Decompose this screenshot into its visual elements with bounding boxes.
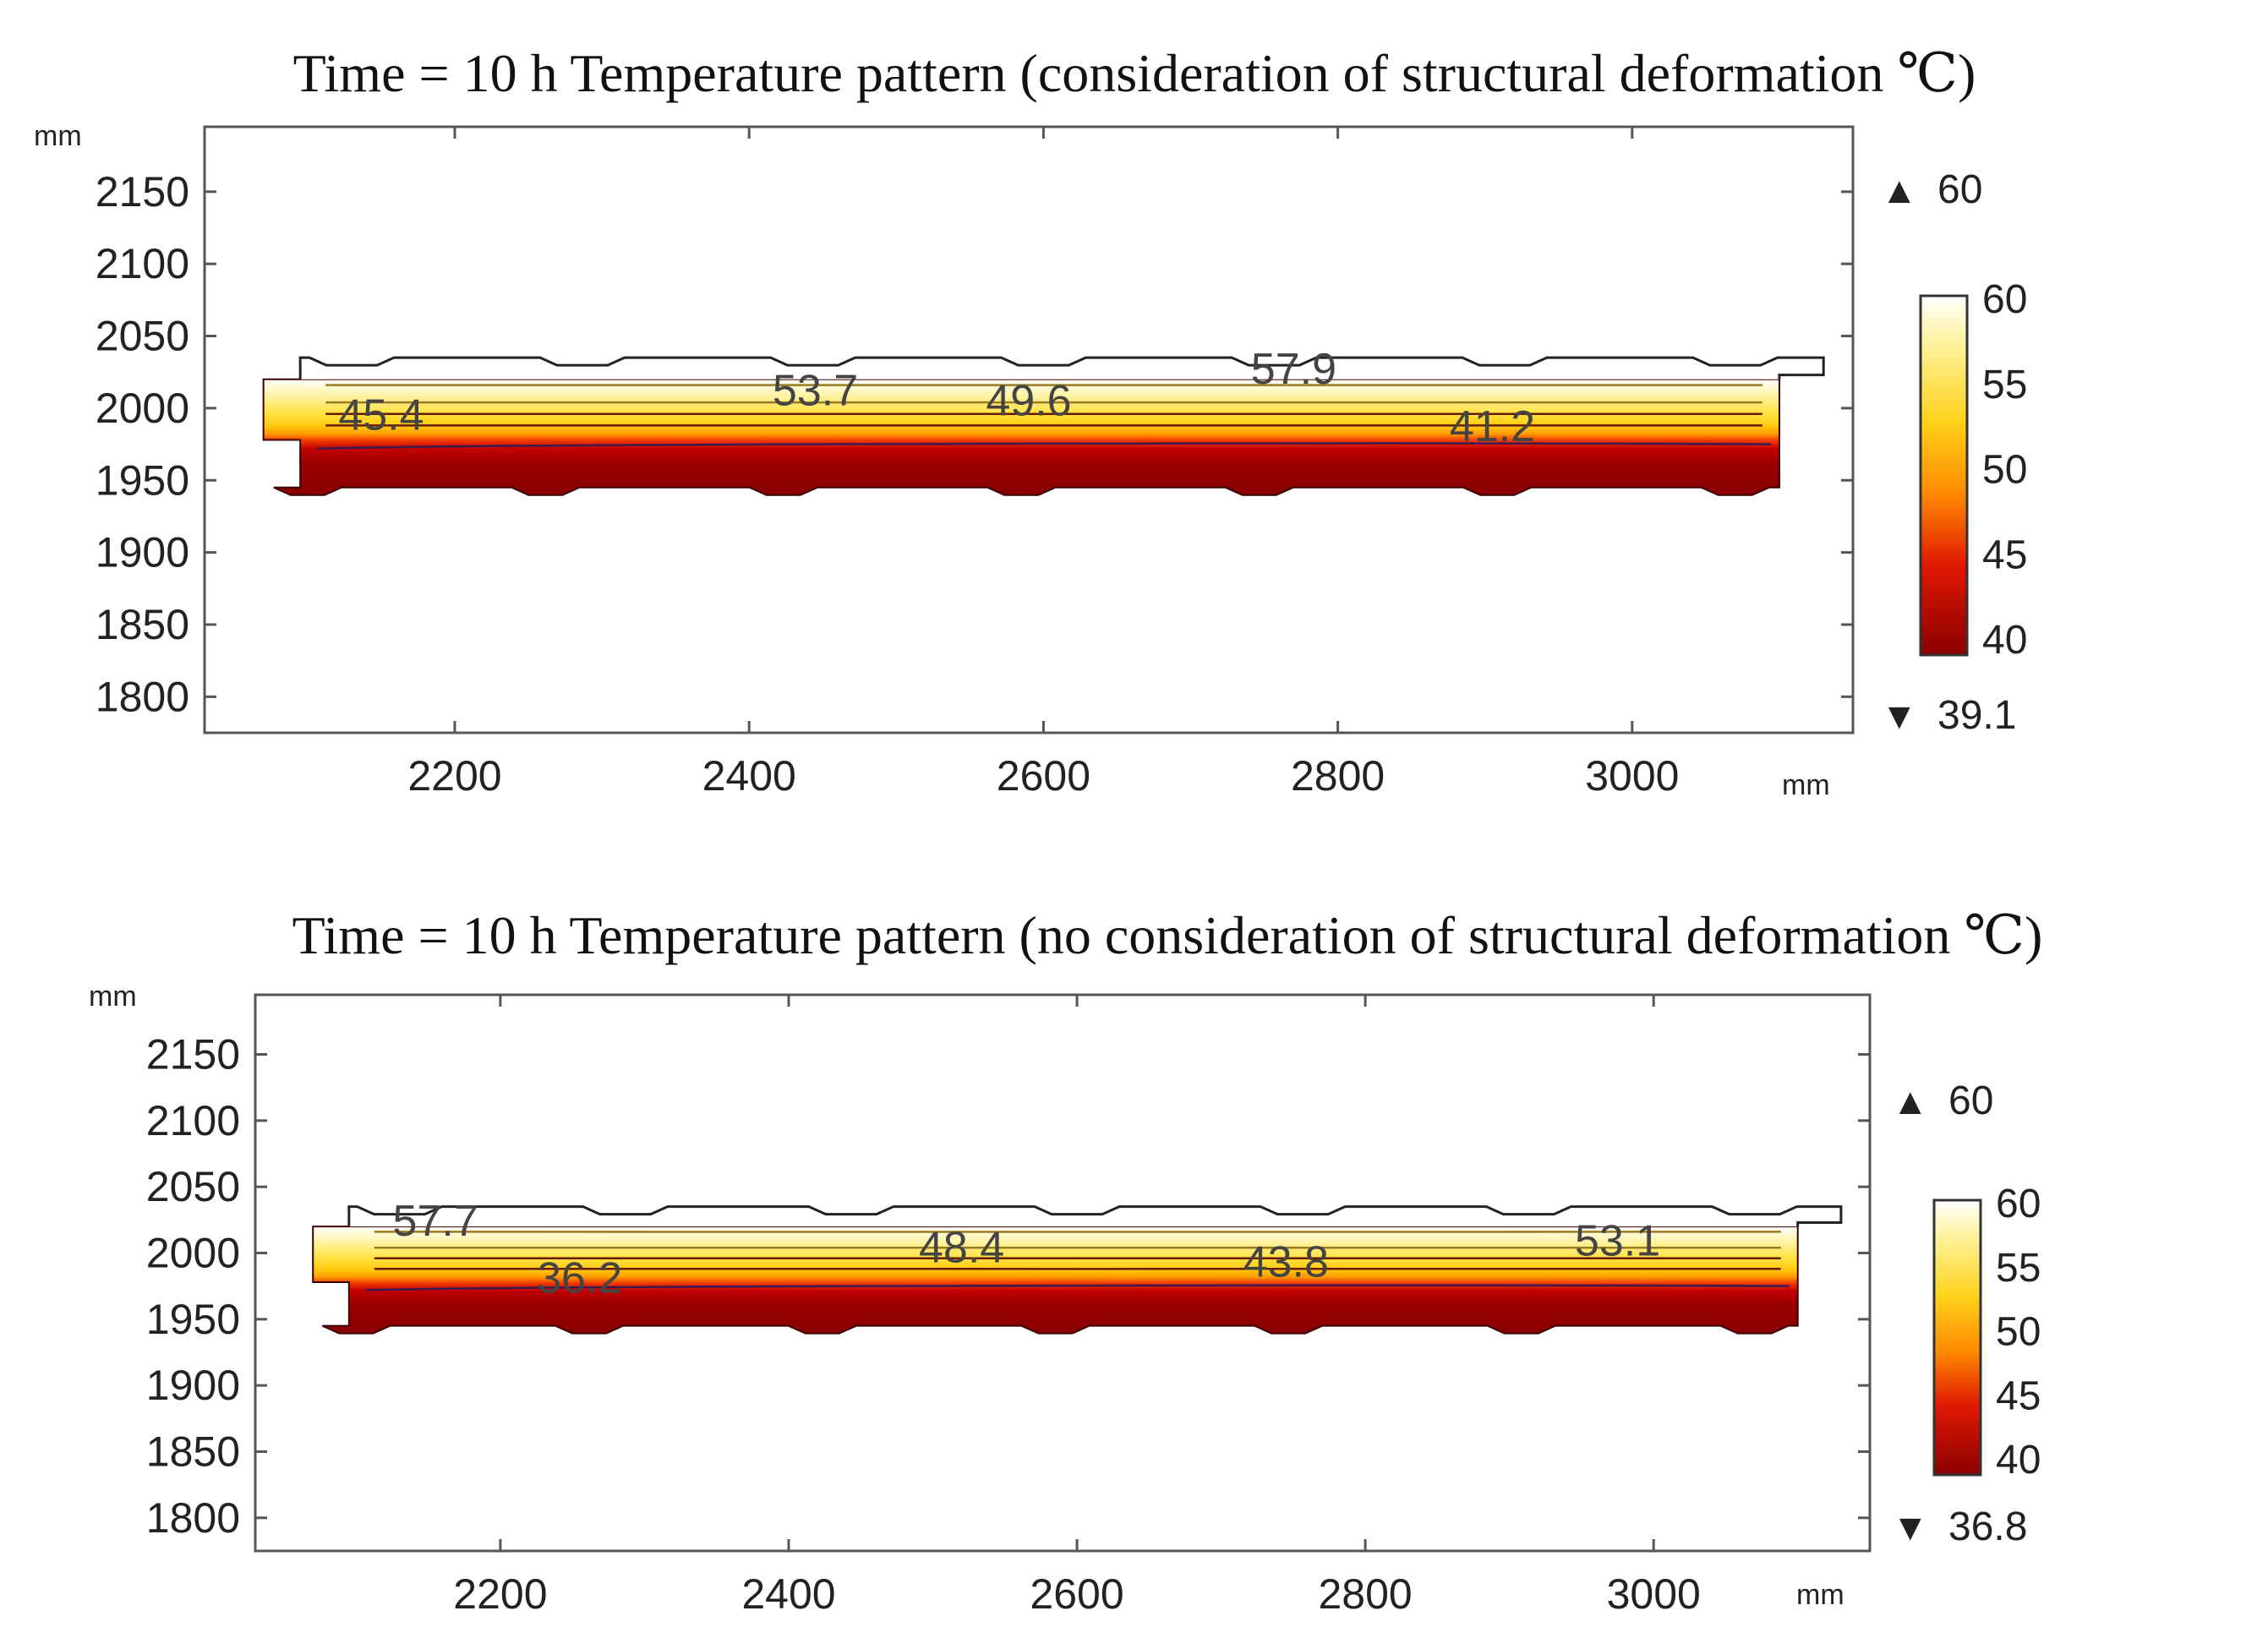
colorbar-tick-label: 45: [1982, 532, 2027, 577]
isotherm-line-cold: [317, 442, 1771, 450]
y-unit-label: mm: [34, 120, 82, 152]
colorbar-gradient: [1932, 1198, 1982, 1477]
x-tick-label: 3000: [1607, 1570, 1701, 1618]
colorbar-tick-label: 55: [1996, 1246, 2041, 1291]
y-tick-label: 2050: [146, 1163, 240, 1210]
temperature-field: [312, 1205, 1843, 1335]
x-tick-label: 2400: [741, 1570, 835, 1618]
colorbar: 60 55 50 45 40 ▲ 60 ▼ 39.1: [1881, 167, 2027, 738]
x-tick-label: 2800: [1291, 752, 1385, 800]
y-tick-label: 1850: [96, 601, 189, 648]
colorbar-gradient: [1919, 294, 1969, 657]
min-value-label: 39.1: [1937, 693, 2016, 738]
contour-label: 45.4: [338, 391, 424, 440]
y-tick-label: 2150: [146, 1031, 240, 1078]
x-tick-label: 2600: [997, 752, 1090, 800]
x-unit-label: mm: [1796, 1579, 1844, 1611]
min-marker-icon: ▼: [1881, 696, 1918, 737]
x-tick-label: 2800: [1319, 1570, 1413, 1618]
y-tick-label: 1950: [146, 1296, 240, 1343]
y-tick-label: 1950: [96, 456, 189, 504]
x-tick-label: 3000: [1585, 752, 1679, 800]
contour-label: 53.1: [1575, 1217, 1660, 1266]
isotherm-line-cold: [365, 1284, 1790, 1291]
chart-panel-no-structural-deformation: Time = 10 h Temperature pattern (no cons…: [89, 905, 2042, 1618]
chart-title: Time = 10 h Temperature pattern (no cons…: [292, 905, 2043, 965]
contour-label: 57.9: [1251, 345, 1336, 394]
y-tick-label: 1900: [146, 1362, 240, 1409]
plot-frame: [203, 125, 1855, 734]
max-value-label: 60: [1937, 167, 1982, 212]
y-tick-label: 1800: [96, 673, 189, 720]
y-tick-label: 1800: [146, 1494, 240, 1542]
colorbar-tick-label: 60: [1982, 277, 2027, 322]
colorbar-tick-label: 40: [1982, 618, 2027, 663]
min-marker-icon: ▼: [1892, 1507, 1929, 1548]
chart-title: Time = 10 h Temperature pattern (conside…: [293, 43, 1976, 103]
min-value-label: 36.8: [1948, 1504, 2027, 1549]
x-tick-label: 2600: [1030, 1570, 1123, 1618]
x-axis: 2200 2400 2600 2800 3000: [407, 127, 1679, 800]
slab-temperature-region: [312, 1226, 1799, 1335]
colorbar-tick-label: 45: [1996, 1373, 2041, 1418]
y-tick-label: 2150: [96, 168, 189, 216]
colorbar-tick-label: 50: [1996, 1310, 2041, 1355]
plot-frame: [254, 993, 1872, 1553]
chart-panel-structural-deformation: Time = 10 h Temperature pattern (conside…: [34, 43, 2027, 801]
max-marker-icon: ▲: [1892, 1081, 1929, 1122]
y-unit-label: mm: [89, 980, 137, 1013]
y-tick-label: 1850: [146, 1428, 240, 1476]
y-tick-label: 2050: [96, 313, 189, 360]
y-tick-label: 2000: [146, 1230, 240, 1277]
x-tick-label: 2200: [407, 752, 501, 800]
y-axis: 1800 1850 1900 1950 2000 2050 2100 2150: [96, 168, 1853, 720]
slab-temperature-region: [262, 378, 1780, 496]
isotherm-line: [374, 1266, 1781, 1271]
contour-label: 57.7: [393, 1197, 478, 1246]
contour-label: 49.6: [986, 376, 1071, 425]
colorbar-tick-label: 50: [1982, 448, 2027, 493]
max-marker-icon: ▲: [1881, 170, 1918, 211]
isotherm-line: [325, 412, 1762, 417]
isotherm-line: [374, 1230, 1781, 1234]
colorbar-tick-label: 55: [1982, 363, 2027, 407]
colorbar-ticks: 60 55 50 45 40: [1982, 277, 2027, 663]
contour-label: 36.2: [537, 1254, 622, 1303]
y-tick-label: 2000: [96, 385, 189, 432]
isotherm-line: [325, 423, 1762, 428]
colorbar-ticks: 60 55 50 45 40: [1996, 1182, 2041, 1482]
colorbar: 60 55 50 45 40 ▲ 60 ▼ 36.8: [1892, 1078, 2041, 1549]
y-tick-label: 2100: [96, 240, 189, 287]
isotherm-line: [325, 383, 1762, 387]
lid-outline: [347, 1205, 1843, 1227]
isotherm-line: [374, 1256, 1781, 1261]
lid-outline: [298, 356, 1825, 379]
contour-label: 53.7: [773, 366, 858, 415]
y-tick-label: 2100: [146, 1097, 240, 1144]
contour-label: 41.2: [1450, 402, 1535, 451]
colorbar-tick-label: 60: [1996, 1182, 2041, 1226]
max-value-label: 60: [1948, 1078, 1993, 1123]
colorbar-tick-label: 40: [1996, 1438, 2041, 1482]
x-tick-label: 2200: [453, 1570, 547, 1618]
x-tick-label: 2400: [702, 752, 796, 800]
contour-label: 43.8: [1243, 1238, 1329, 1287]
isotherm-line: [374, 1245, 1781, 1250]
contour-labels: 45.4 53.7 49.6 57.9 41.2: [338, 345, 1535, 451]
x-unit-label: mm: [1782, 769, 1830, 801]
y-axis: 1800 1850 1900 1950 2000 2050 2100 2150: [146, 1031, 1870, 1542]
x-axis: 2200 2400 2600 2800 3000: [453, 995, 1701, 1618]
y-tick-label: 1900: [96, 529, 189, 576]
contour-label: 48.4: [919, 1223, 1004, 1272]
contour-labels: 57.7 36.2 48.4 43.8 53.1: [393, 1197, 1661, 1302]
temperature-field: [262, 356, 1825, 496]
isotherm-line: [325, 400, 1762, 405]
